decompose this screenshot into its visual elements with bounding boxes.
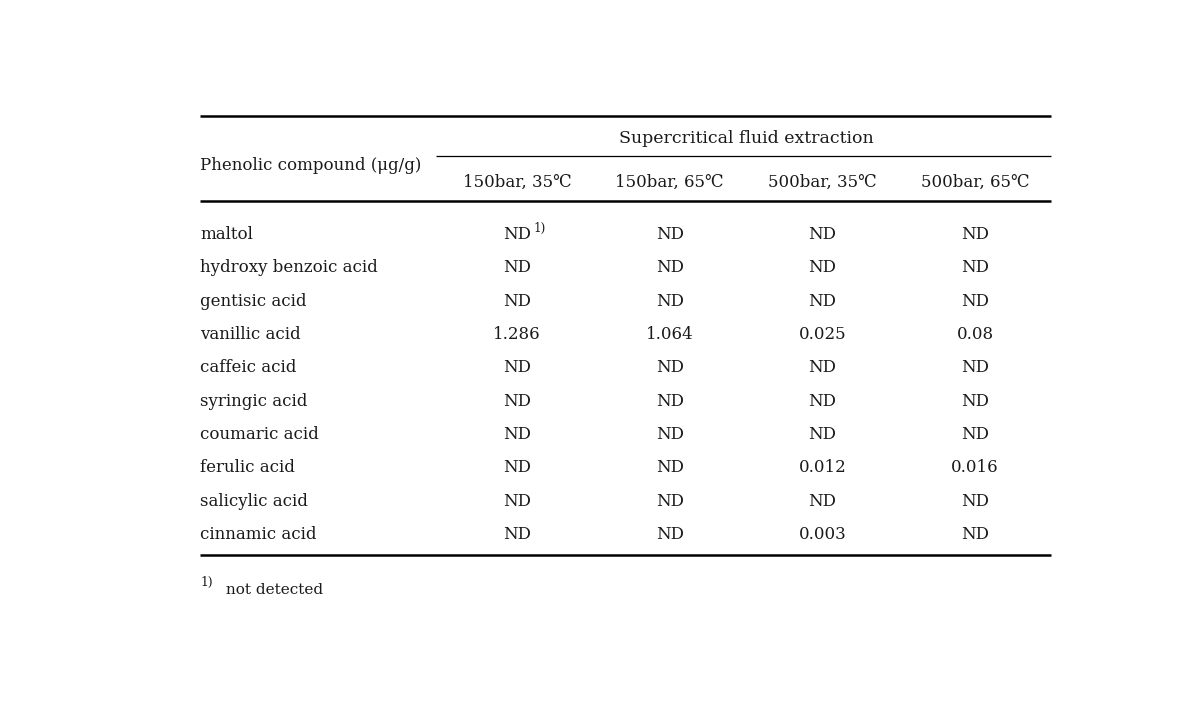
Text: ND: ND — [808, 226, 837, 243]
Text: gentisic acid: gentisic acid — [201, 292, 307, 310]
Text: 0.016: 0.016 — [952, 459, 999, 476]
Text: cinnamic acid: cinnamic acid — [201, 526, 316, 543]
Text: ND: ND — [503, 292, 531, 310]
Text: ND: ND — [503, 360, 531, 376]
Text: ND: ND — [656, 493, 684, 510]
Text: ND: ND — [503, 393, 531, 410]
Text: Phenolic compound (μg/g): Phenolic compound (μg/g) — [201, 157, 421, 174]
Text: not detected: not detected — [221, 583, 322, 596]
Text: hydroxy benzoic acid: hydroxy benzoic acid — [201, 260, 377, 277]
Text: ND: ND — [503, 526, 531, 543]
Text: 150bar, 65℃: 150bar, 65℃ — [615, 174, 724, 191]
Text: ND: ND — [656, 260, 684, 277]
Text: 500bar, 65℃: 500bar, 65℃ — [921, 174, 1029, 191]
Text: 0.025: 0.025 — [799, 326, 847, 343]
Text: ND: ND — [961, 260, 989, 277]
Text: 500bar, 35℃: 500bar, 35℃ — [768, 174, 876, 191]
Text: ND: ND — [961, 393, 989, 410]
Text: ND: ND — [961, 493, 989, 510]
Text: ND: ND — [656, 459, 684, 476]
Text: ND: ND — [961, 360, 989, 376]
Text: syringic acid: syringic acid — [201, 393, 308, 410]
Text: ND: ND — [961, 526, 989, 543]
Text: ND: ND — [656, 292, 684, 310]
Text: ND: ND — [503, 226, 531, 243]
Text: 0.003: 0.003 — [799, 526, 847, 543]
Text: ND: ND — [503, 260, 531, 277]
Text: coumaric acid: coumaric acid — [201, 426, 319, 443]
Text: ND: ND — [961, 292, 989, 310]
Text: ND: ND — [656, 360, 684, 376]
Text: 1.064: 1.064 — [646, 326, 694, 343]
Text: maltol: maltol — [201, 226, 253, 243]
Text: Supercritical fluid extraction: Supercritical fluid extraction — [618, 129, 874, 147]
Text: 1): 1) — [201, 576, 213, 589]
Text: ND: ND — [961, 226, 989, 243]
Text: 0.08: 0.08 — [956, 326, 993, 343]
Text: vanillic acid: vanillic acid — [201, 326, 301, 343]
Text: ND: ND — [656, 393, 684, 410]
Text: ND: ND — [656, 226, 684, 243]
Text: ND: ND — [503, 426, 531, 443]
Text: 0.012: 0.012 — [799, 459, 847, 476]
Text: 1.286: 1.286 — [493, 326, 541, 343]
Text: 1): 1) — [534, 222, 546, 235]
Text: ND: ND — [961, 426, 989, 443]
Text: ND: ND — [808, 360, 837, 376]
Text: ND: ND — [503, 459, 531, 476]
Text: 150bar, 35℃: 150bar, 35℃ — [463, 174, 572, 191]
Text: ND: ND — [808, 426, 837, 443]
Text: ND: ND — [503, 493, 531, 510]
Text: salicylic acid: salicylic acid — [201, 493, 308, 510]
Text: ND: ND — [808, 393, 837, 410]
Text: ferulic acid: ferulic acid — [201, 459, 295, 476]
Text: ND: ND — [656, 526, 684, 543]
Text: ND: ND — [808, 493, 837, 510]
Text: caffeic acid: caffeic acid — [201, 360, 296, 376]
Text: ND: ND — [808, 260, 837, 277]
Text: ND: ND — [808, 292, 837, 310]
Text: ND: ND — [656, 426, 684, 443]
